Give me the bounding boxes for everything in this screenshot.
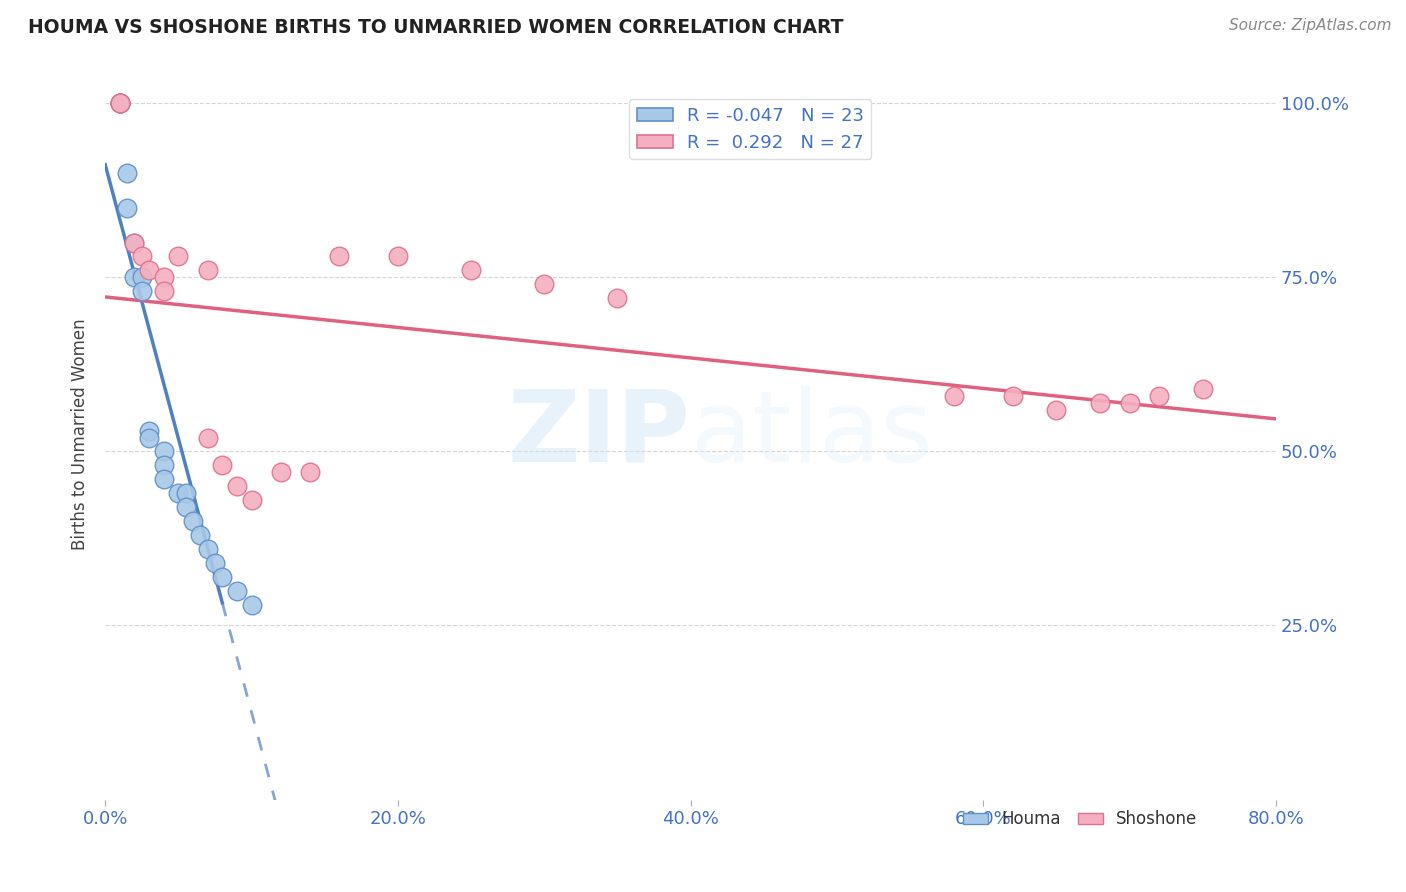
Point: [1147, 389, 1170, 403]
Point: [299, 465, 322, 479]
Point: [1045, 402, 1067, 417]
Point: [108, 96, 131, 111]
Point: [138, 430, 160, 444]
Point: [197, 263, 219, 277]
Point: [533, 277, 555, 292]
Point: [328, 250, 350, 264]
Text: ZIP: ZIP: [508, 385, 690, 483]
Point: [152, 458, 174, 473]
Point: [387, 250, 409, 264]
Point: [226, 583, 249, 598]
Point: [606, 291, 628, 305]
Point: [108, 96, 131, 111]
Point: [226, 479, 249, 493]
Point: [108, 96, 131, 111]
Point: [131, 270, 153, 285]
Point: [211, 458, 233, 473]
Point: [124, 235, 146, 250]
Point: [131, 285, 153, 299]
Point: [138, 263, 160, 277]
Point: [181, 514, 204, 528]
Point: [108, 96, 131, 111]
Point: [167, 250, 190, 264]
Legend: Houma, Shoshone: Houma, Shoshone: [956, 804, 1204, 835]
Point: [174, 500, 197, 515]
Point: [167, 486, 190, 500]
Point: [152, 285, 174, 299]
Point: [174, 486, 197, 500]
Text: Source: ZipAtlas.com: Source: ZipAtlas.com: [1229, 18, 1392, 33]
Point: [197, 541, 219, 556]
Point: [152, 472, 174, 486]
Text: atlas: atlas: [690, 385, 932, 483]
Point: [115, 201, 138, 215]
Point: [131, 250, 153, 264]
Point: [1118, 395, 1140, 409]
Text: HOUMA VS SHOSHONE BIRTHS TO UNMARRIED WOMEN CORRELATION CHART: HOUMA VS SHOSHONE BIRTHS TO UNMARRIED WO…: [28, 18, 844, 37]
Point: [1191, 382, 1213, 396]
Point: [188, 528, 211, 542]
Point: [270, 465, 292, 479]
Y-axis label: Births to Unmarried Women: Births to Unmarried Women: [72, 318, 89, 549]
Point: [460, 263, 482, 277]
Point: [197, 430, 219, 444]
Point: [124, 270, 146, 285]
Point: [211, 570, 233, 584]
Point: [1090, 395, 1112, 409]
Point: [240, 598, 263, 612]
Point: [124, 235, 146, 250]
Point: [152, 444, 174, 458]
Point: [152, 270, 174, 285]
Point: [204, 556, 226, 570]
Point: [115, 166, 138, 180]
Point: [240, 493, 263, 508]
Point: [943, 389, 966, 403]
Point: [1001, 389, 1024, 403]
Point: [138, 424, 160, 438]
